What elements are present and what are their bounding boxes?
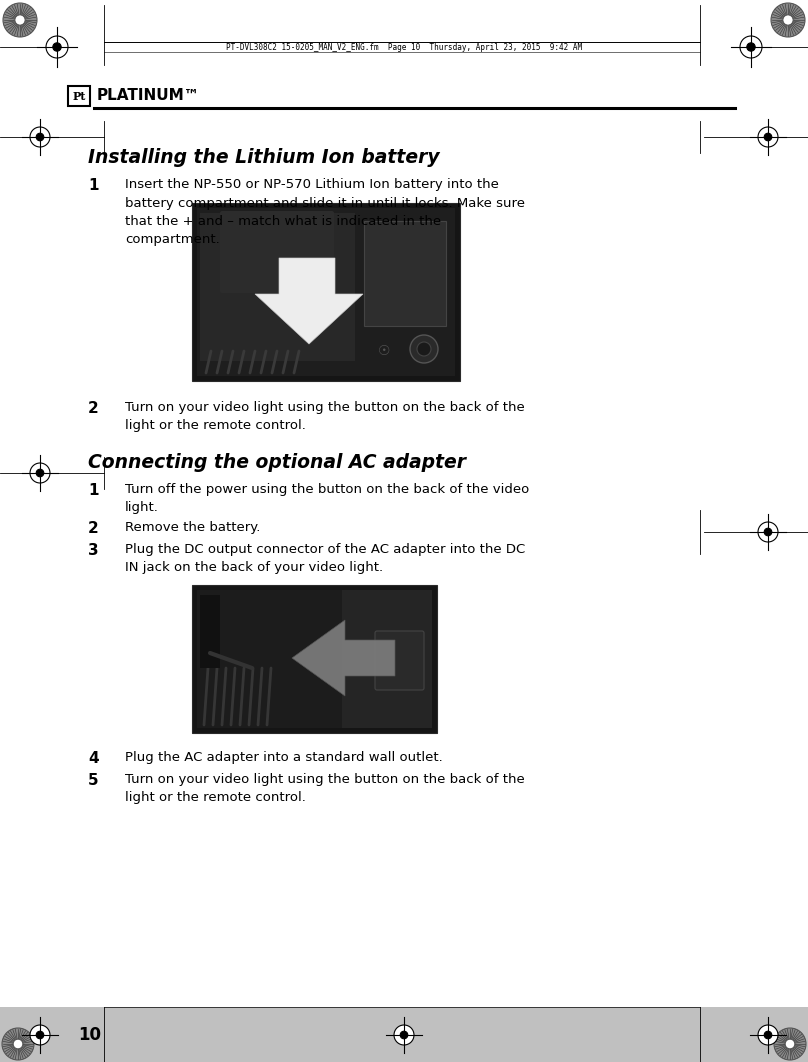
Text: 2: 2	[88, 401, 99, 416]
Text: Remove the battery.: Remove the battery.	[125, 521, 260, 534]
Text: PT-DVL308C2 15-0205_MAN_V2_ENG.fm  Page 10  Thursday, April 23, 2015  9:42 AM: PT-DVL308C2 15-0205_MAN_V2_ENG.fm Page 1…	[226, 42, 582, 51]
Circle shape	[764, 1031, 772, 1039]
Circle shape	[758, 127, 778, 147]
FancyBboxPatch shape	[0, 1007, 808, 1062]
Text: 1: 1	[88, 483, 99, 498]
FancyBboxPatch shape	[364, 221, 446, 326]
Circle shape	[410, 335, 438, 363]
Text: 2: 2	[88, 521, 99, 536]
Circle shape	[774, 1028, 806, 1060]
Polygon shape	[292, 620, 395, 696]
Text: 4: 4	[88, 751, 99, 766]
FancyBboxPatch shape	[200, 213, 355, 361]
FancyBboxPatch shape	[197, 590, 432, 727]
Circle shape	[53, 42, 61, 51]
Circle shape	[30, 127, 50, 147]
Circle shape	[417, 342, 431, 356]
Text: Turn on your video light using the button on the back of the
light or the remote: Turn on your video light using the butto…	[125, 773, 524, 805]
Circle shape	[740, 36, 762, 58]
Text: Plug the AC adapter into a standard wall outlet.: Plug the AC adapter into a standard wall…	[125, 751, 443, 764]
Circle shape	[764, 528, 772, 536]
Circle shape	[46, 36, 68, 58]
Circle shape	[400, 1031, 408, 1039]
FancyBboxPatch shape	[197, 208, 455, 376]
Circle shape	[36, 1031, 44, 1039]
Circle shape	[30, 1025, 50, 1045]
Text: PLATINUM™: PLATINUM™	[97, 87, 200, 103]
Circle shape	[394, 1025, 414, 1045]
FancyBboxPatch shape	[192, 203, 460, 381]
Text: Pt: Pt	[72, 90, 86, 102]
Circle shape	[3, 3, 37, 37]
Circle shape	[783, 15, 793, 25]
Circle shape	[36, 133, 44, 141]
Text: ☉: ☉	[378, 344, 390, 358]
Polygon shape	[255, 258, 363, 344]
Circle shape	[2, 1028, 34, 1060]
Circle shape	[36, 469, 44, 477]
Text: 3: 3	[88, 543, 99, 558]
Text: Connecting the optional AC adapter: Connecting the optional AC adapter	[88, 453, 466, 472]
Circle shape	[758, 523, 778, 542]
Circle shape	[13, 1040, 23, 1049]
Text: 1: 1	[88, 178, 99, 193]
Text: Turn off the power using the button on the back of the video
light.: Turn off the power using the button on t…	[125, 483, 529, 514]
Circle shape	[758, 1025, 778, 1045]
Circle shape	[785, 1040, 795, 1049]
FancyBboxPatch shape	[375, 631, 424, 690]
Text: 10: 10	[78, 1026, 101, 1044]
FancyBboxPatch shape	[68, 86, 90, 106]
Text: Insert the NP-550 or NP-570 Lithium Ion battery into the
battery compartment and: Insert the NP-550 or NP-570 Lithium Ion …	[125, 178, 525, 246]
FancyBboxPatch shape	[192, 585, 437, 733]
Text: Turn on your video light using the button on the back of the
light or the remote: Turn on your video light using the butto…	[125, 401, 524, 432]
FancyBboxPatch shape	[220, 211, 334, 293]
Text: Plug the DC output connector of the AC adapter into the DC
IN jack on the back o: Plug the DC output connector of the AC a…	[125, 543, 525, 575]
FancyBboxPatch shape	[342, 590, 432, 727]
Text: Installing the Lithium Ion battery: Installing the Lithium Ion battery	[88, 148, 440, 167]
Circle shape	[30, 463, 50, 483]
Text: 5: 5	[88, 773, 99, 788]
Circle shape	[747, 42, 755, 51]
FancyBboxPatch shape	[200, 595, 220, 668]
Circle shape	[771, 3, 805, 37]
Circle shape	[764, 133, 772, 141]
Circle shape	[15, 15, 25, 25]
